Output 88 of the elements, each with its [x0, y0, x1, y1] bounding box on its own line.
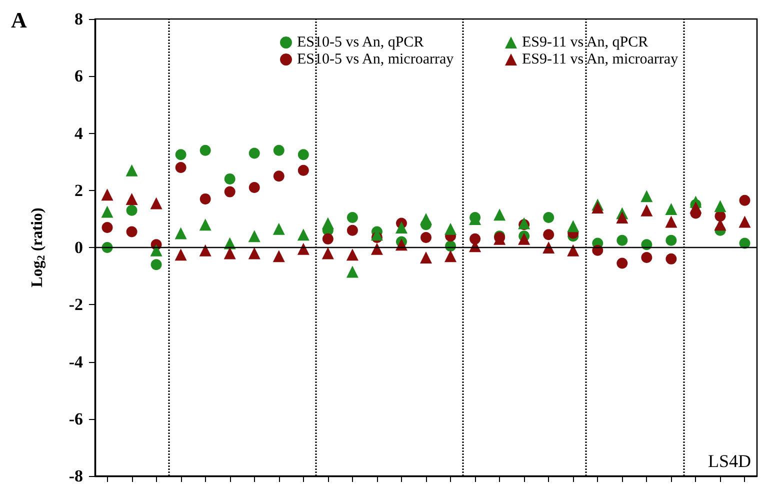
point	[420, 251, 432, 264]
point	[126, 226, 138, 238]
point	[395, 222, 408, 234]
y-tick-label: -8	[68, 466, 83, 486]
annotation: LS4D	[708, 451, 752, 471]
point	[150, 259, 162, 270]
point	[640, 204, 653, 216]
point	[322, 233, 334, 244]
point	[346, 266, 358, 278]
y-tick-label: 2	[74, 180, 83, 200]
point	[150, 244, 162, 256]
point	[248, 230, 260, 242]
point	[248, 182, 260, 194]
point	[200, 144, 211, 156]
point	[567, 244, 580, 256]
point	[665, 216, 678, 228]
point	[567, 220, 580, 232]
point	[297, 242, 310, 255]
point	[690, 202, 702, 214]
point	[126, 204, 138, 216]
point	[494, 208, 506, 221]
y-tick-label: -4	[68, 352, 84, 372]
point	[444, 222, 457, 235]
point	[272, 222, 285, 235]
point	[322, 247, 334, 260]
point	[420, 212, 432, 225]
point	[470, 233, 481, 244]
point	[248, 247, 260, 260]
point	[248, 148, 260, 159]
point	[200, 193, 211, 204]
legend-label: ES9-11 vs An, qPCR	[522, 34, 648, 50]
point	[640, 190, 653, 202]
point	[273, 170, 284, 182]
legend-label: ES10-5 vs An, qPCR	[297, 34, 424, 50]
point	[272, 250, 285, 262]
point	[666, 253, 677, 264]
point	[543, 212, 554, 224]
point	[174, 227, 187, 240]
point	[175, 149, 186, 160]
legend-label: ES9-11 vs An, microarray	[522, 52, 679, 68]
y-tick-label: 4	[74, 124, 84, 143]
point	[199, 218, 212, 231]
point	[518, 232, 530, 245]
point	[175, 162, 186, 174]
point	[322, 217, 334, 230]
point	[666, 234, 677, 246]
point	[665, 202, 678, 215]
point	[174, 248, 187, 261]
y-tick-label: 8	[74, 10, 83, 28]
point	[444, 250, 457, 262]
point	[616, 212, 628, 224]
point	[150, 197, 162, 210]
point	[199, 244, 212, 256]
y-axis-title: Log2 (ratio)	[29, 208, 48, 288]
point	[346, 248, 358, 261]
y-tick-label: -6	[68, 409, 83, 428]
point	[298, 164, 309, 176]
point	[738, 216, 751, 228]
point	[592, 202, 604, 214]
point	[126, 192, 138, 205]
y-tick-label: 0	[74, 238, 83, 257]
point	[616, 234, 628, 246]
point	[102, 222, 113, 234]
point	[101, 188, 114, 201]
point	[273, 144, 284, 156]
point	[370, 242, 383, 255]
point	[224, 247, 236, 260]
point	[126, 164, 138, 176]
y-tick-label: 6	[74, 66, 83, 86]
point	[641, 239, 652, 250]
point	[346, 212, 358, 224]
point	[543, 229, 554, 240]
point	[641, 252, 652, 263]
point	[542, 242, 555, 254]
point	[224, 186, 236, 198]
point	[739, 194, 750, 206]
point	[616, 258, 628, 269]
point	[420, 232, 432, 243]
point	[297, 228, 310, 241]
point	[714, 200, 726, 212]
legend-label: ES10-5 vs An, microarray	[297, 52, 454, 68]
chart-title: A	[11, 8, 27, 32]
point	[346, 224, 358, 236]
point	[739, 238, 750, 249]
y-tick-label: -2	[68, 295, 83, 314]
point	[298, 149, 309, 160]
point	[101, 206, 114, 218]
point	[224, 173, 236, 184]
